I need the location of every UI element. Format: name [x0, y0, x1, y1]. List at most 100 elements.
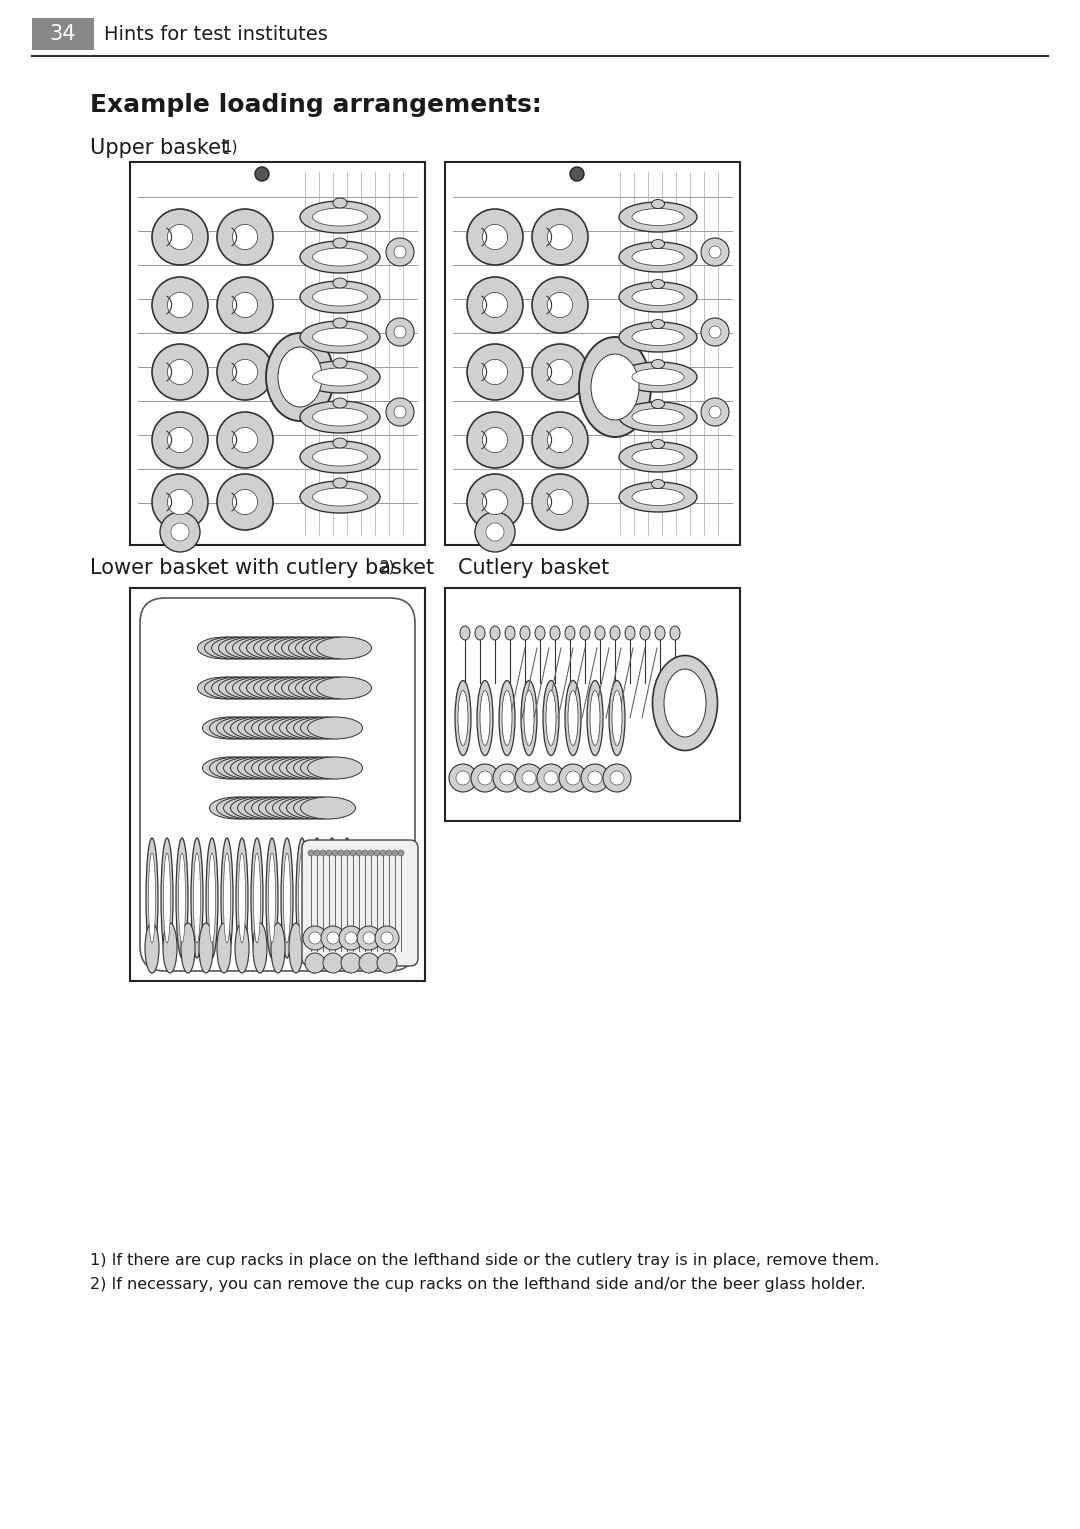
- Ellipse shape: [300, 401, 380, 433]
- Ellipse shape: [619, 442, 697, 472]
- Circle shape: [467, 209, 523, 265]
- Ellipse shape: [216, 717, 271, 739]
- Ellipse shape: [260, 638, 315, 659]
- Ellipse shape: [282, 638, 337, 659]
- Circle shape: [167, 359, 192, 385]
- Ellipse shape: [266, 797, 321, 820]
- Circle shape: [359, 953, 379, 972]
- Ellipse shape: [333, 239, 347, 248]
- Ellipse shape: [294, 797, 349, 820]
- Ellipse shape: [505, 625, 515, 641]
- FancyBboxPatch shape: [130, 589, 426, 982]
- Ellipse shape: [246, 677, 301, 699]
- Ellipse shape: [296, 677, 351, 699]
- Ellipse shape: [343, 853, 351, 943]
- Ellipse shape: [300, 440, 380, 472]
- Text: 34: 34: [50, 24, 77, 44]
- Ellipse shape: [230, 717, 285, 739]
- Circle shape: [362, 850, 368, 856]
- Ellipse shape: [654, 625, 665, 641]
- Circle shape: [394, 326, 406, 338]
- Circle shape: [152, 474, 208, 531]
- Circle shape: [323, 953, 343, 972]
- Ellipse shape: [333, 479, 347, 488]
- Circle shape: [588, 771, 602, 784]
- Ellipse shape: [296, 838, 308, 959]
- Circle shape: [381, 933, 393, 943]
- Ellipse shape: [286, 757, 341, 778]
- Ellipse shape: [632, 448, 684, 465]
- Circle shape: [392, 850, 399, 856]
- Ellipse shape: [210, 717, 265, 739]
- Ellipse shape: [477, 680, 492, 755]
- Ellipse shape: [246, 638, 301, 659]
- Ellipse shape: [199, 924, 213, 972]
- Circle shape: [363, 933, 375, 943]
- Ellipse shape: [274, 638, 329, 659]
- Ellipse shape: [149, 853, 156, 943]
- Ellipse shape: [312, 488, 367, 506]
- Ellipse shape: [260, 677, 315, 699]
- Ellipse shape: [289, 924, 303, 972]
- Ellipse shape: [296, 638, 351, 659]
- Circle shape: [386, 398, 414, 427]
- Ellipse shape: [203, 717, 257, 739]
- Ellipse shape: [651, 280, 664, 289]
- Circle shape: [708, 326, 721, 338]
- Ellipse shape: [252, 717, 307, 739]
- Circle shape: [305, 953, 325, 972]
- Circle shape: [559, 764, 588, 792]
- Ellipse shape: [280, 757, 335, 778]
- FancyBboxPatch shape: [445, 589, 740, 821]
- Ellipse shape: [232, 677, 287, 699]
- Ellipse shape: [288, 677, 343, 699]
- Ellipse shape: [307, 924, 321, 972]
- Ellipse shape: [579, 336, 651, 437]
- Text: 1): 1): [222, 141, 238, 154]
- Ellipse shape: [145, 924, 159, 972]
- Ellipse shape: [280, 717, 335, 739]
- Ellipse shape: [221, 838, 233, 959]
- Circle shape: [537, 764, 565, 792]
- Ellipse shape: [519, 625, 530, 641]
- Circle shape: [500, 771, 514, 784]
- Ellipse shape: [198, 638, 253, 659]
- Ellipse shape: [212, 677, 267, 699]
- Circle shape: [167, 428, 192, 453]
- Ellipse shape: [619, 482, 697, 512]
- Circle shape: [532, 344, 588, 401]
- Ellipse shape: [619, 362, 697, 391]
- Ellipse shape: [565, 680, 581, 755]
- Ellipse shape: [524, 691, 534, 746]
- FancyBboxPatch shape: [130, 162, 426, 544]
- FancyBboxPatch shape: [445, 162, 740, 544]
- Circle shape: [327, 933, 339, 943]
- Circle shape: [217, 411, 273, 468]
- Ellipse shape: [251, 838, 264, 959]
- Ellipse shape: [302, 638, 357, 659]
- Ellipse shape: [240, 638, 295, 659]
- Ellipse shape: [280, 797, 335, 820]
- Ellipse shape: [283, 853, 291, 943]
- Text: 1) If there are cup racks in place on the lefthand side or the cutlery tray is i: 1) If there are cup racks in place on th…: [90, 1252, 879, 1268]
- Circle shape: [386, 318, 414, 346]
- Circle shape: [522, 771, 536, 784]
- Circle shape: [548, 292, 572, 318]
- Ellipse shape: [258, 797, 313, 820]
- Circle shape: [610, 771, 624, 784]
- Ellipse shape: [475, 625, 485, 641]
- Ellipse shape: [455, 680, 471, 755]
- Ellipse shape: [550, 625, 561, 641]
- Ellipse shape: [521, 680, 537, 755]
- Ellipse shape: [266, 757, 321, 778]
- Ellipse shape: [272, 797, 327, 820]
- Ellipse shape: [268, 677, 323, 699]
- Ellipse shape: [278, 347, 322, 407]
- Ellipse shape: [333, 398, 347, 408]
- Ellipse shape: [238, 797, 293, 820]
- Ellipse shape: [300, 242, 380, 274]
- Circle shape: [483, 292, 508, 318]
- Ellipse shape: [595, 625, 605, 641]
- Ellipse shape: [210, 797, 265, 820]
- Ellipse shape: [312, 208, 367, 226]
